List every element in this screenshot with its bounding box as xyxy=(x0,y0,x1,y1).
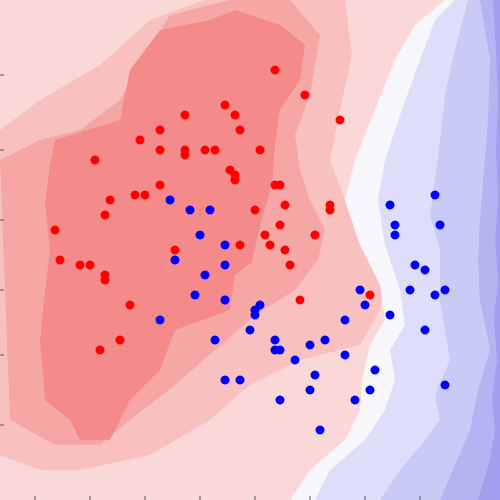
red-point-14 xyxy=(90,155,100,165)
region-blue-3 xyxy=(440,0,500,500)
red-point-13 xyxy=(255,145,265,155)
blue-point-19 xyxy=(190,290,200,300)
red-point-20 xyxy=(275,180,285,190)
region-red-4 xyxy=(40,10,305,440)
red-point-24 xyxy=(100,210,110,220)
red-point-29 xyxy=(275,220,285,230)
blue-point-0 xyxy=(430,190,440,200)
red-point-44 xyxy=(295,295,305,305)
region-blue-2 xyxy=(380,0,500,500)
red-point-11 xyxy=(210,145,220,155)
blue-point-36 xyxy=(275,345,285,355)
blue-point-21 xyxy=(220,295,230,305)
red-point-27 xyxy=(325,205,335,215)
blue-point-5 xyxy=(390,220,400,230)
blue-point-46 xyxy=(275,395,285,405)
red-point-32 xyxy=(260,230,270,240)
red-point-36 xyxy=(170,245,180,255)
red-point-5 xyxy=(155,125,165,135)
blue-point-2 xyxy=(185,205,195,215)
region-blue-4 xyxy=(478,0,500,500)
red-point-33 xyxy=(265,240,275,250)
blue-point-4 xyxy=(385,200,395,210)
red-point-8 xyxy=(155,145,165,155)
red-point-4 xyxy=(230,110,240,120)
red-point-2 xyxy=(180,110,190,120)
red-point-38 xyxy=(75,260,85,270)
blue-point-27 xyxy=(340,315,350,325)
blue-point-34 xyxy=(305,340,315,350)
blue-point-6 xyxy=(435,220,445,230)
red-point-47 xyxy=(95,345,105,355)
red-point-23 xyxy=(105,195,115,205)
blue-point-41 xyxy=(220,375,230,385)
red-point-34 xyxy=(235,240,245,250)
blue-point-38 xyxy=(290,355,300,365)
blue-point-25 xyxy=(250,310,260,320)
blue-point-33 xyxy=(270,335,280,345)
blue-point-48 xyxy=(315,425,325,435)
red-point-35 xyxy=(280,245,290,255)
blue-point-12 xyxy=(410,260,420,270)
red-point-1 xyxy=(300,90,310,100)
blue-point-1 xyxy=(165,195,175,205)
blue-point-42 xyxy=(235,375,245,385)
blue-point-13 xyxy=(420,265,430,275)
red-point-18 xyxy=(155,180,165,190)
blue-point-29 xyxy=(420,325,430,335)
blue-point-32 xyxy=(210,335,220,345)
red-point-42 xyxy=(100,275,110,285)
red-point-12 xyxy=(180,150,190,160)
blue-point-8 xyxy=(195,230,205,240)
blue-point-30 xyxy=(245,325,255,335)
blue-point-47 xyxy=(350,395,360,405)
blue-point-40 xyxy=(310,370,320,380)
red-point-0 xyxy=(270,65,280,75)
blue-point-24 xyxy=(360,300,370,310)
blue-point-39 xyxy=(370,365,380,375)
blue-point-10 xyxy=(170,255,180,265)
blue-point-44 xyxy=(365,385,375,395)
red-point-7 xyxy=(135,135,145,145)
blue-point-31 xyxy=(320,335,330,345)
blue-point-18 xyxy=(430,290,440,300)
red-point-28 xyxy=(250,205,260,215)
blue-point-16 xyxy=(405,285,415,295)
axis-ticks xyxy=(0,74,421,500)
blue-point-37 xyxy=(340,350,350,360)
blue-point-14 xyxy=(200,270,210,280)
red-point-31 xyxy=(310,230,320,240)
blue-point-28 xyxy=(155,315,165,325)
red-point-37 xyxy=(55,255,65,265)
red-point-39 xyxy=(85,260,95,270)
blue-point-11 xyxy=(220,260,230,270)
red-point-22 xyxy=(130,190,140,200)
red-point-10 xyxy=(200,145,210,155)
red-point-43 xyxy=(365,290,375,300)
red-point-6 xyxy=(235,125,245,135)
red-point-46 xyxy=(115,335,125,345)
blue-point-45 xyxy=(305,385,315,395)
red-point-17 xyxy=(230,175,240,185)
red-point-30 xyxy=(50,225,60,235)
red-point-48 xyxy=(335,115,345,125)
data-points xyxy=(50,65,450,435)
red-point-25 xyxy=(280,200,290,210)
blue-point-7 xyxy=(390,230,400,240)
red-point-3 xyxy=(220,100,230,110)
blue-point-17 xyxy=(440,285,450,295)
red-point-21 xyxy=(140,190,150,200)
red-point-45 xyxy=(125,300,135,310)
blue-point-43 xyxy=(440,380,450,390)
blue-point-3 xyxy=(205,205,215,215)
blue-point-15 xyxy=(355,285,365,295)
blue-point-9 xyxy=(220,240,230,250)
blue-point-26 xyxy=(385,310,395,320)
red-point-40 xyxy=(285,260,295,270)
